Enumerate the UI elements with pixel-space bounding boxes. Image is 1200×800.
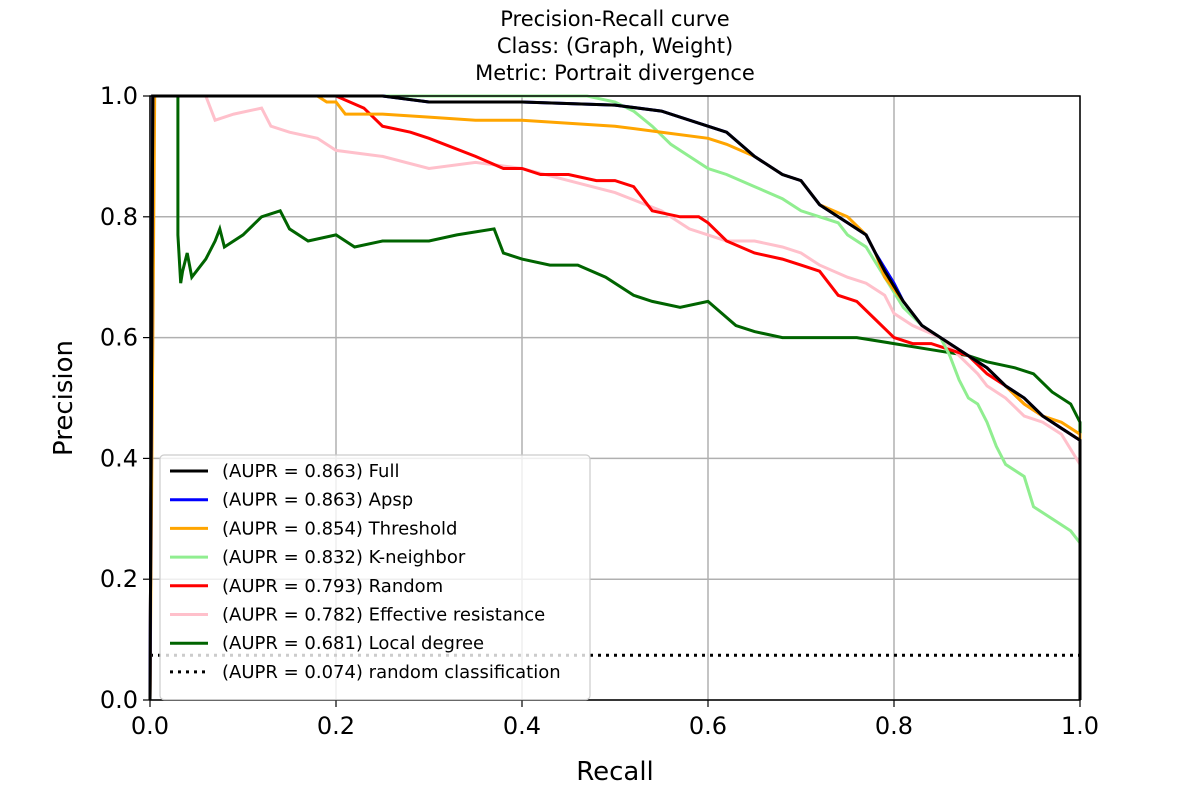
series-line--aupr-0-863-full — [148, 94, 1082, 701]
x-tick-label: 0.0 — [131, 712, 169, 740]
y-tick-label: 0.8 — [100, 203, 138, 231]
x-tick-label: 0.6 — [689, 712, 727, 740]
legend-label: (AUPR = 0.832) K-neighbor — [222, 547, 466, 568]
legend-label: (AUPR = 0.793) Random — [222, 576, 443, 597]
y-tick-label: 0.6 — [100, 324, 138, 352]
y-tick-label: 0.0 — [100, 686, 138, 714]
y-axis-label: Precision — [49, 340, 79, 456]
legend-label: (AUPR = 0.681) Local degree — [222, 633, 484, 654]
chart-title: Precision-Recall curve Class: (Graph, We… — [475, 7, 755, 85]
legend-label: (AUPR = 0.854) Threshold — [222, 518, 457, 539]
y-tick-label: 0.2 — [100, 565, 138, 593]
title-line-2: Class: (Graph, Weight) — [497, 34, 733, 58]
ticks: 0.0 0.2 0.4 0.6 0.8 1.0 0.0 0.2 0.4 0.6 0.8 1.0 — [100, 82, 1099, 740]
legend-label: (AUPR = 0.863) Full — [222, 461, 399, 482]
legend-label: (AUPR = 0.863) Apsp — [222, 490, 413, 511]
x-tick-label: 1.0 — [1061, 712, 1099, 740]
legend-box — [159, 454, 591, 701]
legend: (AUPR = 0.863) Full (AUPR = 0.863) Apsp (A… — [159, 454, 591, 701]
series-line--aupr-0-832-k-neighbor — [148, 94, 1082, 701]
y-tick-label: 0.4 — [100, 444, 138, 472]
x-tick-label: 0.4 — [503, 712, 541, 740]
series-line--aupr-0-681-local-degree — [148, 94, 1082, 701]
legend-label: (AUPR = 0.074) random classification — [222, 662, 561, 683]
plot-frame — [149, 95, 1081, 701]
x-axis-label: Recall — [576, 757, 654, 787]
series-line--aupr-0-793-random — [148, 94, 1082, 701]
y-tick-label: 1.0 — [100, 82, 138, 110]
title-line-1: Precision-Recall curve — [500, 7, 729, 31]
x-tick-label: 0.2 — [317, 712, 355, 740]
legend-label: (AUPR = 0.782) Effective resistance — [222, 605, 545, 626]
title-line-3: Metric: Portrait divergence — [475, 61, 755, 85]
series-lines — [148, 94, 1082, 701]
x-tick-label: 0.8 — [875, 712, 913, 740]
